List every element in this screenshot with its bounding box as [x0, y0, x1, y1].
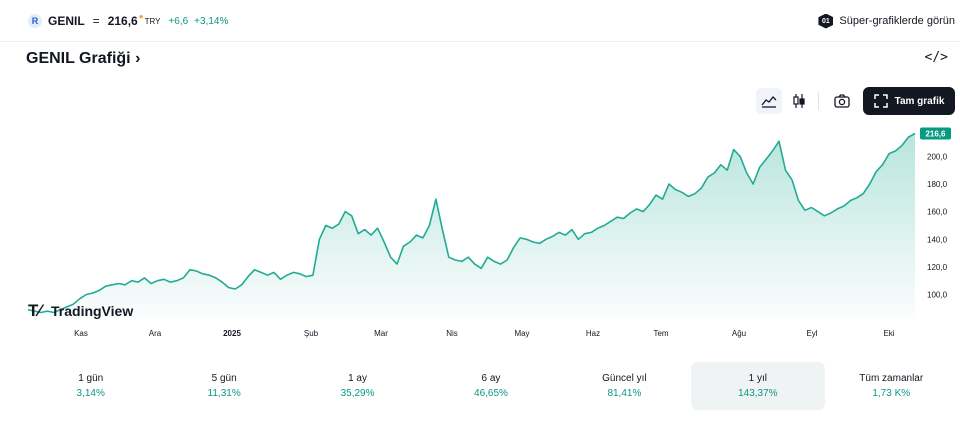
price-area-fill [28, 133, 915, 318]
y-tick-label: 140,0 [927, 235, 948, 244]
x-tick-label: Mar [374, 329, 388, 338]
x-tick-label: Tem [653, 329, 668, 338]
period-tab[interactable]: Tüm zamanlar 1,73 K% [825, 362, 958, 410]
area-chart-button[interactable] [756, 88, 782, 114]
period-label: 6 ay [481, 373, 501, 384]
period-tab[interactable]: 1 gün 3,14% [24, 362, 157, 410]
area-chart-icon [761, 96, 777, 108]
chart-title-link[interactable]: GENIL Grafiği › [26, 50, 140, 68]
ticker-change: +6,6 [168, 15, 189, 27]
x-tick-label: Eyl [806, 329, 817, 338]
last-price-badge [920, 127, 951, 140]
period-return: 81,41% [607, 388, 642, 399]
x-tick-label: Nis [446, 329, 458, 338]
x-tick-label: Haz [586, 329, 600, 338]
ticker-change-percent: +3,14% [194, 15, 229, 27]
y-tick-label: 100,0 [927, 291, 948, 300]
period-label: Güncel yıl [602, 373, 647, 384]
period-return: 143,37% [738, 388, 778, 399]
period-tab[interactable]: Güncel yıl 81,41% [558, 362, 691, 410]
ticker-currency: TRY [144, 16, 161, 26]
x-tick-label: Ara [149, 329, 162, 338]
period-tab[interactable]: 1 ay 35,29% [291, 362, 424, 410]
period-label: 1 ay [348, 373, 367, 384]
period-selector: 1 gün 3,14% 5 gün 11,31% 1 ay 35,29% 6 ay 46,65… [24, 362, 958, 410]
x-tick-label: 2025 [223, 329, 241, 338]
x-tick-label: May [514, 329, 529, 338]
period-tab[interactable]: 5 gün 11,31% [157, 362, 290, 410]
last-price-label: 216,6 [925, 130, 946, 139]
period-label: 5 gün [211, 373, 237, 384]
y-tick-label: 160,0 [927, 208, 948, 217]
candlestick-chart-button[interactable] [786, 88, 812, 114]
period-return: 46,65% [474, 388, 508, 399]
company-logo-icon: R [28, 14, 42, 28]
delay-dot-icon: ● [138, 11, 144, 21]
price-line [27, 132, 916, 314]
period-label: 1 yıl [748, 373, 767, 384]
super-charts-label: Süper-grafiklerde görün [839, 15, 955, 27]
fullscreen-label: Tam grafik [894, 95, 945, 107]
period-return: 1,73 K% [872, 388, 911, 399]
x-tick-label: Şub [304, 329, 319, 338]
period-label: 1 gün [78, 373, 104, 384]
y-tick-label: 120,0 [927, 263, 948, 272]
chart-toolbar: Tam grafik [752, 87, 955, 115]
candlestick-icon [793, 94, 805, 108]
chevron-right-icon: › [135, 50, 141, 67]
watermark-text: TradingView [51, 303, 133, 319]
toolbar-divider [818, 92, 819, 110]
ticker-summary[interactable]: R GENIL = 216,6 ● TRY +6,6 +3,14% [28, 12, 234, 30]
super-charts-link[interactable]: 01 Süper-grafiklerde görün [818, 12, 955, 30]
fullscreen-icon [873, 94, 888, 108]
period-return: 35,29% [340, 388, 375, 399]
tradingview-logo-icon: T⁄ [28, 301, 44, 320]
chart-title: GENIL Grafiği [26, 50, 131, 67]
y-tick-label: 180,0 [927, 180, 948, 189]
ticker-price: 216,6 [107, 14, 138, 28]
ticker-bar: R GENIL = 216,6 ● TRY +6,6 +3,14% 01 Süp… [0, 0, 960, 42]
period-tab[interactable]: 1 yıl 143,37% [691, 362, 825, 410]
ticker-symbol: GENIL [48, 14, 85, 28]
super-charts-badge-icon: 01 [818, 13, 834, 29]
x-tick-label: Kas [74, 329, 88, 338]
period-return: 11,31% [207, 388, 241, 399]
fullscreen-chart-button[interactable]: Tam grafik [863, 87, 955, 115]
camera-icon [834, 94, 850, 108]
equals-sign: = [92, 14, 100, 28]
period-return: 3,14% [76, 388, 105, 399]
snapshot-button[interactable] [829, 88, 855, 114]
x-tick-label: Ağu [732, 329, 746, 338]
period-label: Tüm zamanlar [859, 373, 924, 384]
x-tick-label: Eki [883, 329, 894, 338]
tradingview-watermark: T⁄ TradingView [28, 301, 133, 320]
y-tick-label: 200,0 [927, 152, 948, 161]
price-chart[interactable]: 100,0 120,0 140,0 160,0 180,0 200,0 216,6 Kas A… [0, 118, 960, 348]
period-tab[interactable]: 6 ay 46,65% [424, 362, 557, 410]
embed-code-button[interactable]: </> [924, 50, 948, 65]
